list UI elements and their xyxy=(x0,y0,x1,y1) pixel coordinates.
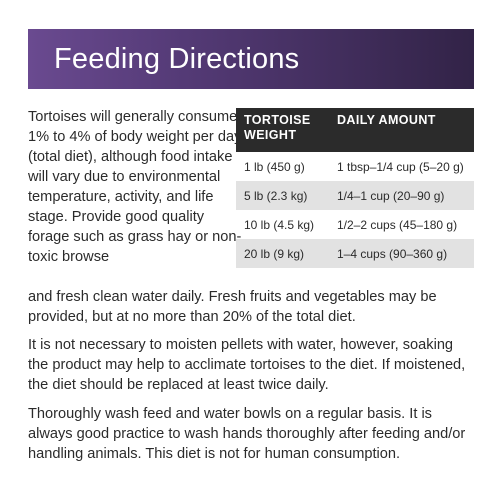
page-title: Feeding Directions xyxy=(54,42,300,75)
amount-cell: 1 tbsp–1/4 cup (5–20 g) xyxy=(337,159,464,174)
weight-cell: 1 lb (450 g) xyxy=(244,159,305,174)
amount-cell: 1–4 cups (90–360 g) xyxy=(337,246,448,261)
hygiene-paragraph: Thoroughly wash feed and water bowls on … xyxy=(28,406,466,462)
weight-cell: 10 lb (4.5 kg) xyxy=(244,217,315,232)
table-row: 20 lb (9 kg) 1–4 cups (90–360 g) xyxy=(236,239,474,268)
weight-cell: 5 lb (2.3 kg) xyxy=(244,188,308,203)
weight-cell: 20 lb (9 kg) xyxy=(244,246,305,261)
intro-paragraph: Tortoises will generally consume 1% to 4… xyxy=(28,109,242,265)
table-row: 10 lb (4.5 kg) 1/2–2 cups (45–180 g) xyxy=(236,210,474,239)
column-header-amount: DAILY AMOUNT xyxy=(337,113,436,127)
amount-cell: 1/2–2 cups (45–180 g) xyxy=(337,217,458,232)
column-header-weight: TORTOISE WEIGHT xyxy=(244,113,311,142)
title-banner: Feeding Directions xyxy=(28,29,474,89)
moisten-paragraph: It is not necessary to moisten pellets w… xyxy=(28,337,466,393)
table-row: 5 lb (2.3 kg) 1/4–1 cup (20–90 g) xyxy=(236,181,474,210)
amount-cell: 1/4–1 cup (20–90 g) xyxy=(337,188,445,203)
feeding-table: TORTOISE WEIGHT DAILY AMOUNT 1 lb (450 g… xyxy=(236,108,474,268)
table-row: 1 lb (450 g) 1 tbsp–1/4 cup (5–20 g) xyxy=(236,152,474,181)
intro-paragraph-continued: and fresh clean water daily. Fresh fruit… xyxy=(28,289,437,325)
table-header: TORTOISE WEIGHT DAILY AMOUNT xyxy=(236,108,474,152)
